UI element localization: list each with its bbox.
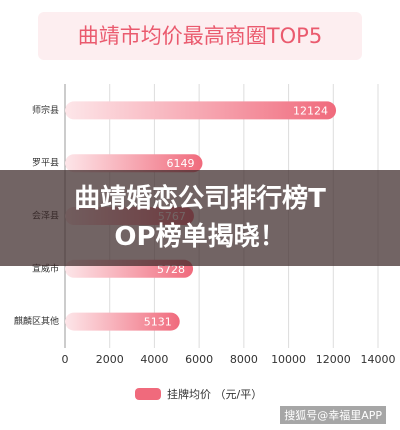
value-label: 5131: [144, 316, 172, 329]
bar: [65, 101, 337, 120]
x-tick-label: 10000: [271, 353, 306, 366]
y-tick-label: 师宗县: [32, 104, 59, 116]
value-label: 6149: [166, 157, 194, 170]
watermark: 搜狐号@幸福里APP: [280, 406, 386, 424]
value-label: 5728: [157, 263, 185, 276]
legend-swatch: [135, 388, 161, 400]
chart-title: 曲靖市均价最高商圈TOP5: [78, 24, 322, 48]
x-tick-label: 12000: [316, 353, 351, 366]
banner-text: 曲靖婚恋公司排行榜TOP榜单揭晓！: [74, 184, 326, 252]
legend-label: 挂牌均价 （元/平）: [167, 387, 262, 401]
title-box: [38, 12, 362, 60]
y-tick-label: 麒麟区其他: [14, 315, 59, 327]
banner: 曲靖婚恋公司排行榜TOP榜单揭晓！: [0, 170, 400, 266]
x-tick-label: 8000: [230, 353, 258, 366]
x-tick-label: 6000: [185, 353, 213, 366]
bar: [65, 154, 203, 173]
x-tick-label: 4000: [140, 353, 168, 366]
value-label: 12124: [293, 104, 328, 117]
x-tick-label: 0: [62, 353, 69, 366]
bar: [65, 312, 180, 331]
y-tick-label: 罗平县: [32, 158, 59, 169]
x-tick-label: 2000: [96, 353, 124, 366]
x-tick-label: 14000: [361, 353, 396, 366]
